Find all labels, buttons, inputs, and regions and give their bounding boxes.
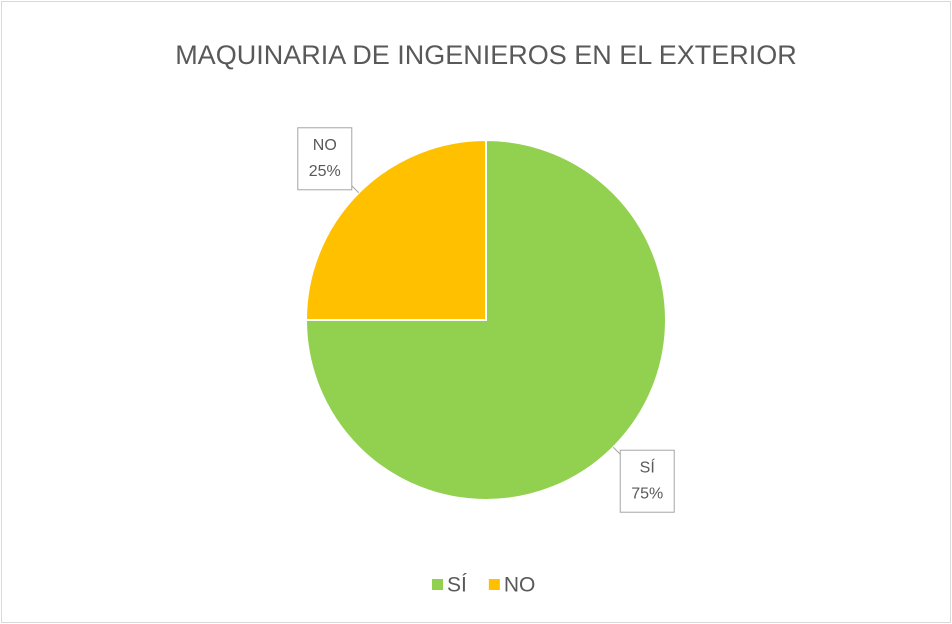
data-label-box <box>297 127 353 191</box>
data-label-category: NO <box>313 137 337 154</box>
legend-label: SÍ <box>447 574 467 597</box>
data-label-value: 75% <box>631 485 663 502</box>
data-label-category: SÍ <box>640 457 656 476</box>
legend-swatch <box>432 579 443 590</box>
legend: SÍ NO <box>432 574 535 597</box>
legend-label: NO <box>504 574 536 597</box>
data-label-value: 25% <box>309 163 341 180</box>
legend-swatch <box>488 579 500 590</box>
data-label-box <box>619 449 675 513</box>
chart-title: MAQUINARIA DE INGENIEROS EN EL EXTERIOR <box>175 40 797 70</box>
